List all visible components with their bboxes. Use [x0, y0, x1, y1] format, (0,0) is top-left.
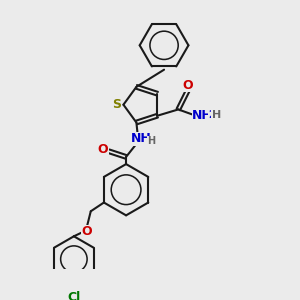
Text: 2: 2	[208, 110, 215, 120]
Text: O: O	[82, 225, 92, 239]
Text: H: H	[212, 110, 221, 120]
Text: S: S	[112, 98, 121, 111]
Text: NH: NH	[192, 109, 213, 122]
Text: O: O	[182, 79, 193, 92]
Text: O: O	[97, 143, 108, 156]
Text: NH: NH	[131, 132, 152, 145]
Text: Cl: Cl	[67, 291, 80, 300]
Text: H: H	[147, 136, 155, 146]
